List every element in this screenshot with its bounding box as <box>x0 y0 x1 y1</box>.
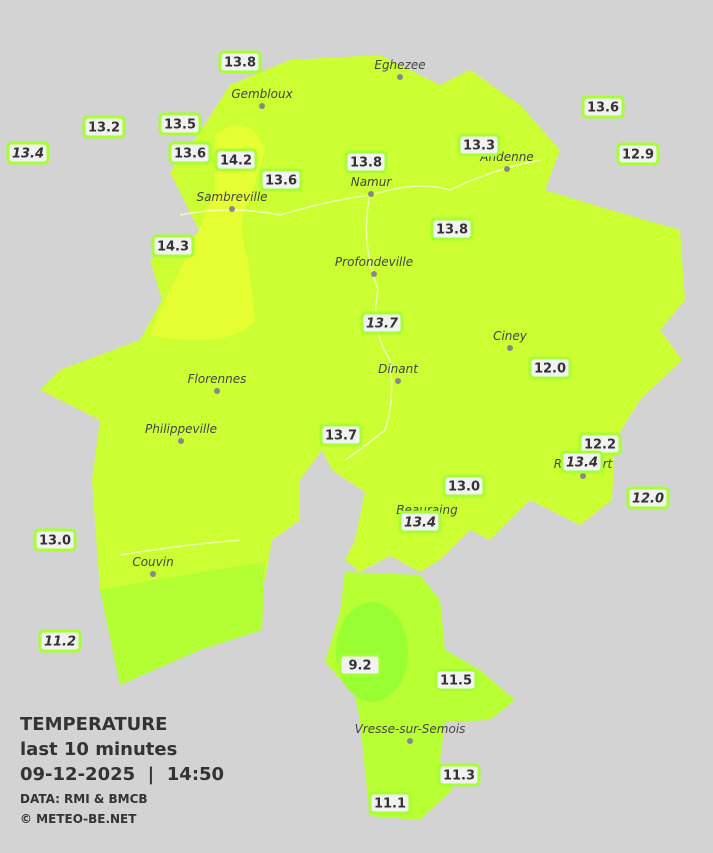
city-dot <box>150 571 156 577</box>
station-value: 13.6 <box>174 147 206 162</box>
city-dot <box>507 345 513 351</box>
station-value: 11.5 <box>440 674 472 689</box>
station-value: 12.0 <box>632 492 664 507</box>
city-dot <box>407 738 413 744</box>
station-value: 11.3 <box>443 769 475 784</box>
city-label: Gembloux <box>231 87 293 101</box>
station-value: 11.1 <box>374 797 406 812</box>
station-box <box>430 217 474 241</box>
station-box <box>38 629 82 653</box>
station-box <box>437 763 481 787</box>
station-value: 13.7 <box>325 429 357 444</box>
station-value: 13.7 <box>366 317 399 332</box>
station-box <box>319 423 363 447</box>
station-value: 13.0 <box>448 480 480 495</box>
station-box <box>168 141 212 165</box>
legend-copyright: © METEO-BE.NET <box>20 812 137 826</box>
station-value: 13.6 <box>587 101 619 116</box>
station-box <box>344 150 388 174</box>
city-dot <box>229 206 235 212</box>
station-box <box>158 112 202 136</box>
stations: 13.8 13.2 13.4 13.5 13.6 14.2 13.6 13.8 13.3 13.6… <box>6 50 670 815</box>
station-value: 12.2 <box>584 438 616 453</box>
city-label: Dinant <box>378 362 419 376</box>
city-dot <box>368 191 374 197</box>
station-value: 12.0 <box>534 362 566 377</box>
city-dot <box>214 388 220 394</box>
station-box <box>616 142 660 166</box>
station-box <box>151 234 195 258</box>
station-box <box>368 791 412 815</box>
legend-datetime: 09-12-2025 | 14:50 <box>20 764 224 785</box>
station-value: 13.8 <box>224 56 256 71</box>
station-value: 12.9 <box>622 148 654 163</box>
station-value: 13.4 <box>566 456 598 471</box>
station-value: 13.6 <box>265 174 297 189</box>
station-value: 13.0 <box>39 534 71 549</box>
station-value: 14.3 <box>157 240 189 255</box>
station-box <box>398 510 442 534</box>
station-value: 13.8 <box>350 156 382 171</box>
station-box <box>214 148 258 172</box>
zone-warm <box>150 125 265 340</box>
station-value: 13.2 <box>88 121 120 136</box>
station-value: 13.8 <box>436 223 468 238</box>
legend: TEMPERATURE last 10 minutes 09-12-2025 |… <box>20 714 224 826</box>
city-dot <box>259 103 265 109</box>
city-label: Couvin <box>132 555 173 569</box>
city-label: Philippeville <box>145 422 217 436</box>
station-value: 13.3 <box>463 139 495 154</box>
station-box <box>442 474 486 498</box>
zone-cool <box>100 562 265 685</box>
station-box <box>581 95 625 119</box>
city-label: Ciney <box>493 329 528 343</box>
station-box <box>360 311 404 335</box>
station-box <box>33 528 77 552</box>
station-value: 13.4 <box>404 516 436 531</box>
city-label: Profondeville <box>335 255 413 269</box>
city-dot <box>580 473 586 479</box>
station-value: 9.2 <box>348 659 371 674</box>
station-box <box>434 668 478 692</box>
legend-period: last 10 minutes <box>20 739 177 760</box>
station-box <box>259 168 303 192</box>
zone-cold <box>336 602 408 702</box>
station-box <box>457 133 501 157</box>
city-label: Vresse-sur-Semois <box>355 722 466 736</box>
city-dot <box>504 166 510 172</box>
city-dot <box>178 438 184 444</box>
city-dot <box>395 378 401 384</box>
station-value: 13.4 <box>12 147 44 162</box>
station-box <box>82 115 126 139</box>
station-box <box>626 486 670 510</box>
station-box <box>560 450 604 474</box>
legend-title: TEMPERATURE <box>20 714 167 735</box>
city-label: Florennes <box>188 372 247 386</box>
station-value: 13.5 <box>164 118 196 133</box>
legend-source: DATA: RMI & BMCB <box>20 792 148 806</box>
city-dot <box>371 271 377 277</box>
station-box <box>528 356 572 380</box>
city-label: Eghezee <box>374 58 425 72</box>
station-box <box>6 141 50 165</box>
city-label: Sambreville <box>196 190 267 204</box>
station-box <box>218 50 262 74</box>
city-label: Namur <box>351 175 393 189</box>
city-dot <box>397 74 403 80</box>
station-value: 11.2 <box>44 635 76 650</box>
station-box <box>338 653 382 677</box>
station-value: 14.2 <box>220 154 252 169</box>
